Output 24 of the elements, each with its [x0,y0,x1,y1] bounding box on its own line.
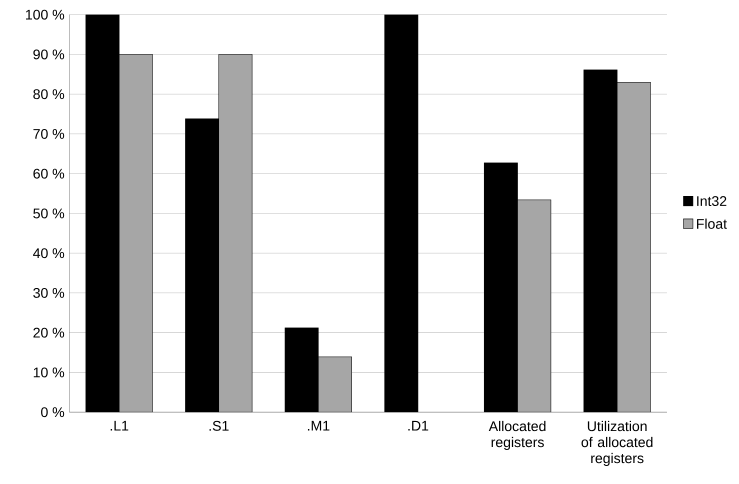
y-tick-label: 70 % [33,128,64,139]
y-tick-label: 40 % [33,248,64,258]
y-tick-label: 80 % [33,89,64,100]
x-tick-label: Allocated registers [488,420,546,450]
bar [616,82,651,412]
y-tick-label: 50 % [33,208,64,218]
x-tick-label: .L1 [110,420,128,430]
y-tick-label: 60 % [33,168,64,179]
y-tick-label: 30 % [33,288,64,298]
x-tick-label: .D1 [408,420,428,430]
legend-label: Float [697,218,727,229]
bar [218,54,252,412]
legend-label: Int32 [697,196,726,206]
y-tick-label: 100 % [26,10,64,20]
y-tick-label: 90 % [33,49,64,60]
bar [318,356,352,412]
x-tick-label: .M1 [308,420,330,430]
y-tick-label: 10 % [34,367,64,378]
bar [118,54,153,412]
x-tick-label: .S1 [210,420,229,431]
y-tick-label: 20 % [33,328,64,338]
bar [517,200,552,412]
x-tick-label: Utilization of allocated registers [582,420,652,466]
y-tick-label: 0 % [41,407,64,418]
